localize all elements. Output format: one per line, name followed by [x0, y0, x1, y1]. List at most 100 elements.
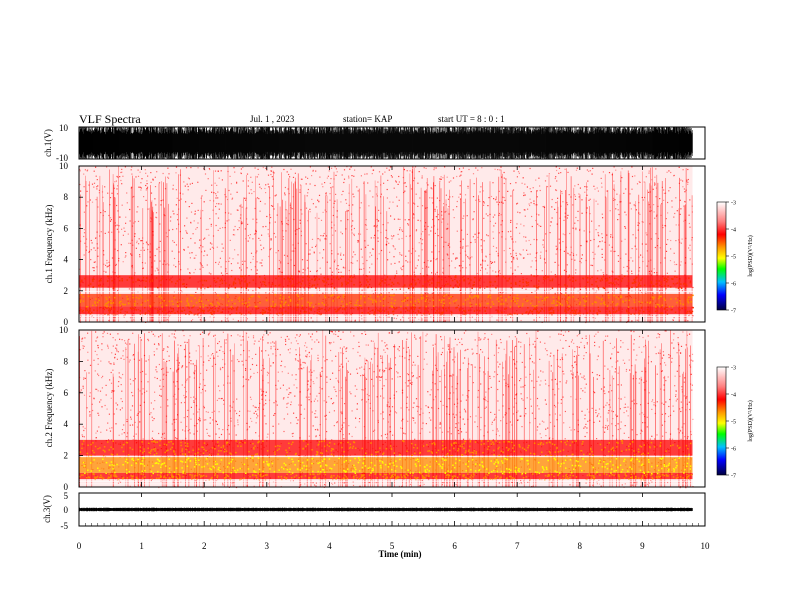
spectrogram-speck [518, 166, 520, 168]
spectrogram-speck [487, 215, 489, 217]
band-speck [324, 284, 326, 287]
spectrogram-speck [91, 242, 93, 244]
spectrogram-speck [669, 230, 671, 232]
ytick-label: 2 [64, 286, 69, 296]
spectrogram-speck [317, 359, 319, 362]
spectrogram-speck [250, 417, 252, 420]
band-speck [89, 310, 91, 312]
spectrogram-speck [172, 184, 174, 186]
band-speck [341, 283, 343, 286]
spectrogram-speck [505, 412, 507, 414]
band-speck [132, 294, 134, 296]
band-speck [217, 277, 219, 279]
spectrogram-speck [480, 186, 482, 188]
spectrogram-speck [372, 196, 374, 198]
band-speck [596, 285, 598, 287]
band-speck [501, 299, 503, 301]
spectrogram-speck [607, 425, 609, 427]
spectrogram-speck [540, 251, 542, 253]
band-speck [517, 297, 519, 300]
band-speck [572, 296, 574, 298]
spectrogram-speck [589, 170, 591, 172]
spectrogram-speck [457, 402, 459, 404]
spectrogram-speck [240, 172, 242, 175]
spectrogram-speck [634, 205, 636, 207]
spectrogram-speck [153, 343, 156, 345]
spectrogram-speck [100, 212, 102, 214]
spectrogram-speck [489, 375, 491, 377]
spectrogram-speck [150, 192, 153, 194]
band-speck [470, 279, 472, 281]
spectrogram-speck [665, 288, 667, 290]
spectrogram-speck [418, 406, 420, 408]
spectrogram-speck [428, 417, 431, 419]
spectrogram-speck [388, 207, 390, 209]
spectrogram-speck [316, 339, 318, 341]
spectrogram-speck [335, 174, 337, 176]
spectrogram-speck [662, 224, 664, 226]
spectrogram-speck [322, 186, 324, 188]
spectrogram-speck [237, 229, 239, 231]
spectrogram-speck [145, 189, 147, 191]
spectrogram-speck [480, 264, 482, 266]
spectrogram-speck [663, 384, 665, 386]
spectrogram-speck [221, 320, 223, 322]
spectrogram-speck [412, 417, 414, 419]
spectrogram-speck [608, 410, 610, 412]
spectrogram-speck [118, 381, 120, 383]
spectrogram-speck [176, 228, 178, 230]
spectrogram-speck [495, 250, 497, 252]
band-speck [390, 305, 392, 307]
spectrogram-speck [267, 228, 269, 231]
band-speck [377, 295, 379, 298]
band-speck [227, 296, 229, 298]
spectrogram-speck [510, 255, 513, 258]
band-speck [187, 302, 189, 304]
spectrogram-speck [123, 432, 125, 434]
spectrogram-speck [589, 198, 591, 200]
spectrogram-speck [574, 361, 576, 363]
spectrogram-speck [230, 263, 232, 265]
spectrogram-speck [501, 176, 503, 178]
spectrogram-speck [133, 319, 135, 321]
spectrogram-speck [191, 252, 193, 254]
band-speck [473, 295, 476, 297]
band-speck [182, 307, 184, 309]
spectrogram-speck [264, 187, 266, 190]
band-speck [134, 304, 136, 307]
spectrogram-speck [554, 177, 556, 180]
band-speck [89, 283, 92, 285]
spectrogram-speck [398, 261, 400, 263]
spectrogram-speck [269, 332, 271, 334]
spectrogram-speck [392, 245, 394, 247]
spectrogram-speck [490, 195, 493, 198]
band-speck [316, 309, 319, 311]
spectrogram-speck [441, 221, 443, 223]
spectrogram-speck [126, 418, 128, 421]
band-speck [560, 275, 562, 278]
spectrogram-speck [683, 188, 685, 190]
band-speck [248, 301, 250, 304]
band-speck [122, 303, 125, 306]
spectrogram-speck [384, 345, 387, 347]
spectrogram-speck [265, 184, 267, 186]
spectrogram-speck [669, 187, 671, 189]
spectrogram-speck [112, 271, 114, 273]
band-speck [306, 306, 308, 309]
spectrogram-speck [336, 268, 338, 270]
band-speck [402, 285, 405, 288]
band-speck [635, 308, 637, 310]
band-speck [186, 299, 189, 302]
band-speck [631, 286, 633, 289]
band-speck [375, 300, 377, 303]
band-speck [551, 302, 553, 304]
spectrogram-speck [459, 175, 461, 177]
band-speck [546, 276, 548, 278]
spectrogram-speck [341, 233, 343, 235]
spectrogram-speck [203, 405, 205, 407]
spectrogram-speck [598, 235, 600, 237]
spectrogram-speck [325, 194, 327, 196]
band-speck [297, 295, 299, 298]
spectrogram-speck [494, 371, 496, 373]
spectrogram-speck [371, 263, 373, 265]
